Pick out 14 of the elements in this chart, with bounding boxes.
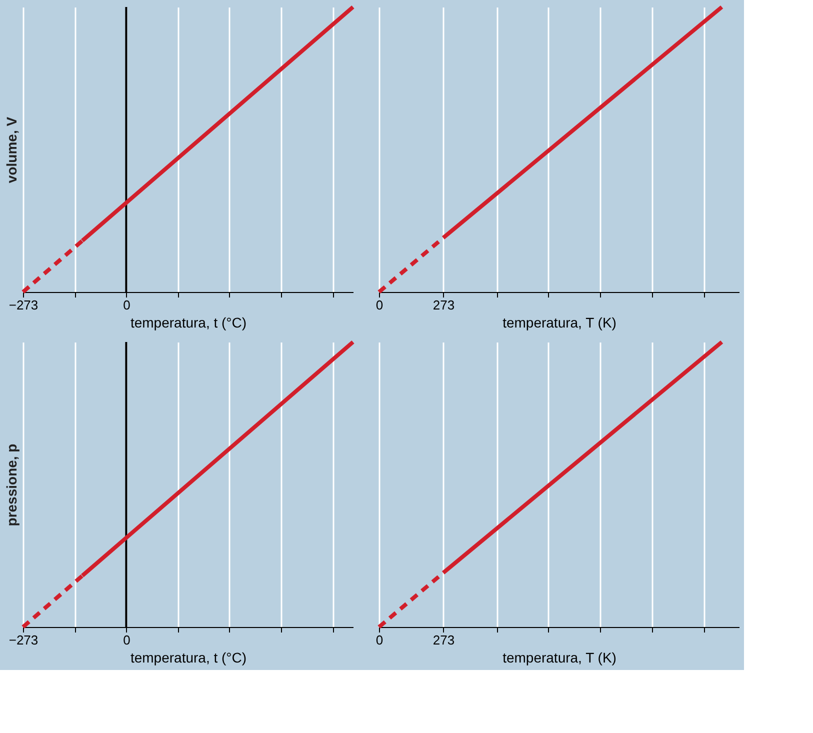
x-tick-label: 273 — [432, 298, 455, 312]
x-tick-label: 273 — [432, 632, 455, 648]
x-tick-label: −273 — [8, 298, 38, 312]
x-tick-label: 0 — [123, 298, 130, 312]
x-tick-label: 0 — [376, 298, 384, 312]
y-axis-title: volume, V — [4, 116, 20, 184]
x-axis-title: temperatura, t (°C) — [130, 314, 247, 330]
x-tick-label: 0 — [376, 632, 384, 648]
x-tick-label: −273 — [8, 632, 38, 648]
x-axis-title: temperatura, T (K) — [502, 650, 616, 666]
x-tick-label: 0 — [123, 632, 130, 648]
x-axis-title: temperatura, T (K) — [502, 314, 616, 330]
y-axis-title: pressione, p — [4, 444, 20, 526]
x-axis-title: temperatura, t (°C) — [130, 650, 247, 666]
